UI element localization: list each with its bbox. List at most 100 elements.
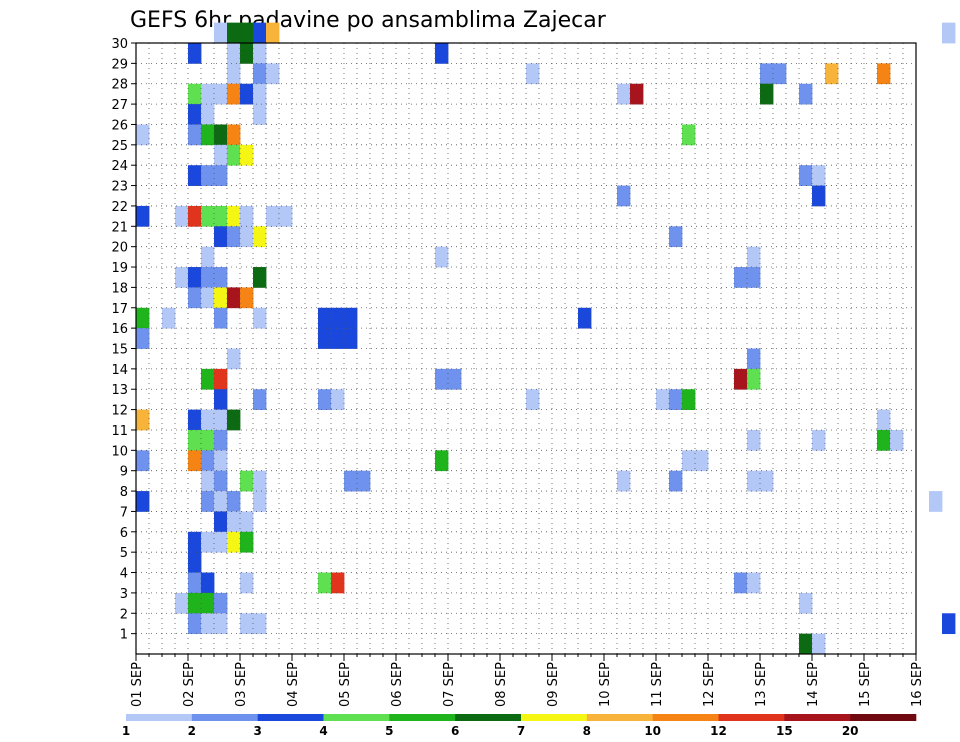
heatmap-cell [201, 592, 215, 614]
colorbar-swatch [455, 714, 522, 721]
heatmap-cell [617, 185, 631, 207]
heatmap-cell [682, 124, 696, 146]
heatmap-cell [175, 592, 189, 614]
heatmap-cell [253, 267, 267, 288]
heatmap-cell [227, 22, 241, 44]
heatmap-cell [669, 389, 683, 410]
y-tick-label: 23 [111, 180, 128, 195]
heatmap-cell [253, 43, 267, 64]
heatmap-cell [734, 368, 748, 390]
heatmap-cell [227, 226, 241, 248]
heatmap-cell [188, 124, 202, 146]
heatmap-cell [656, 389, 670, 410]
heatmap-cell [266, 63, 280, 85]
heatmap-cell [253, 83, 267, 105]
heatmap-cell [617, 470, 631, 492]
heatmap-cell [214, 267, 228, 288]
heatmap-cell [227, 409, 241, 431]
colorbar-swatch [586, 714, 653, 721]
colorbar-tick-label: 5 [385, 724, 393, 738]
y-tick-label: 14 [111, 363, 128, 378]
heatmap-cell [877, 429, 891, 451]
heatmap-cell [240, 511, 254, 533]
y-tick-label: 5 [120, 546, 128, 561]
heatmap-cell [435, 246, 449, 268]
x-tick-label: 14 SEP [806, 662, 821, 707]
x-tick-label: 16 SEP [910, 662, 925, 707]
heatmap-cell [136, 409, 150, 431]
y-tick-label: 15 [111, 343, 128, 358]
heatmap-cell [799, 592, 813, 614]
y-tick-label: 27 [111, 98, 128, 113]
heatmap-cell [942, 22, 956, 44]
heatmap-cell [201, 531, 215, 553]
heatmap-cell [435, 368, 449, 390]
heatmap-cell [526, 389, 540, 410]
heatmap-cell [227, 531, 241, 553]
heatmap-cell [253, 307, 267, 329]
heatmap-cell [318, 328, 332, 349]
x-tick-label: 05 SEP [338, 662, 353, 707]
heatmap-cell [812, 429, 826, 451]
heatmap-cell [188, 83, 202, 105]
heatmap-cell [136, 124, 150, 146]
y-tick-label: 4 [120, 567, 128, 582]
y-tick-label: 6 [120, 526, 128, 541]
heatmap-cell [188, 429, 202, 451]
y-tick-label: 2 [120, 607, 128, 622]
heatmap-cell [747, 368, 761, 390]
heatmap-cell [188, 267, 202, 288]
y-tick-label: 19 [111, 261, 128, 276]
heatmap-cell [773, 63, 787, 85]
heatmap-cell [214, 144, 228, 166]
heatmap-cell [214, 592, 228, 614]
heatmap-cell [227, 124, 241, 146]
y-tick-label: 22 [111, 200, 128, 215]
colorbar-tick-label: 12 [710, 724, 727, 738]
heatmap-cell [188, 592, 202, 614]
y-tick-label: 3 [120, 587, 128, 602]
heatmap-cell [734, 267, 748, 288]
y-axis: 1234567891011121314151617181920212223242… [111, 37, 136, 643]
heatmap-cell [201, 470, 215, 492]
heatmap-cell [214, 491, 228, 512]
heatmap-cell [214, 531, 228, 553]
heatmap-cell [253, 491, 267, 512]
y-tick-label: 24 [111, 159, 128, 174]
y-tick-label: 16 [111, 322, 128, 337]
heatmap-cell [578, 307, 592, 329]
colorbar-swatch [652, 714, 719, 721]
heatmap-cell [812, 185, 826, 207]
colorbar-tick-label: 6 [451, 724, 459, 738]
x-tick-label: 09 SEP [546, 662, 561, 707]
heatmap-cell [214, 307, 228, 329]
heatmap-cell [214, 165, 228, 186]
heatmap-cell [201, 124, 215, 146]
colorbar-swatch [126, 714, 193, 721]
colorbar-tick-label: 15 [776, 724, 793, 738]
heatmap-cell [318, 307, 332, 329]
heatmap-cell [201, 450, 215, 472]
y-tick-label: 1 [120, 628, 128, 643]
heatmap-cell [214, 409, 228, 431]
colorbar-swatch [718, 714, 785, 721]
heatmap-cell [214, 450, 228, 472]
heatmap-cell [747, 429, 761, 451]
x-tick-label: 10 SEP [598, 662, 613, 707]
heatmap-cell [682, 389, 696, 410]
colorbar-swatch [850, 714, 917, 721]
heatmap-cell [175, 267, 189, 288]
heatmap-cell [526, 63, 540, 85]
heatmap-cell [214, 287, 228, 309]
heatmap-cell [747, 572, 761, 594]
heatmap-cell [214, 389, 228, 410]
heatmap-cell [188, 165, 202, 186]
heatmap-cell [760, 63, 774, 85]
heatmap-cell [162, 307, 176, 329]
colorbar-swatch [323, 714, 390, 721]
heatmap-cell [175, 205, 189, 227]
colorbar-tick-label: 2 [188, 724, 196, 738]
heatmap-cell [188, 613, 202, 635]
heatmap-cell [240, 83, 254, 105]
x-tick-label: 15 SEP [858, 662, 873, 707]
